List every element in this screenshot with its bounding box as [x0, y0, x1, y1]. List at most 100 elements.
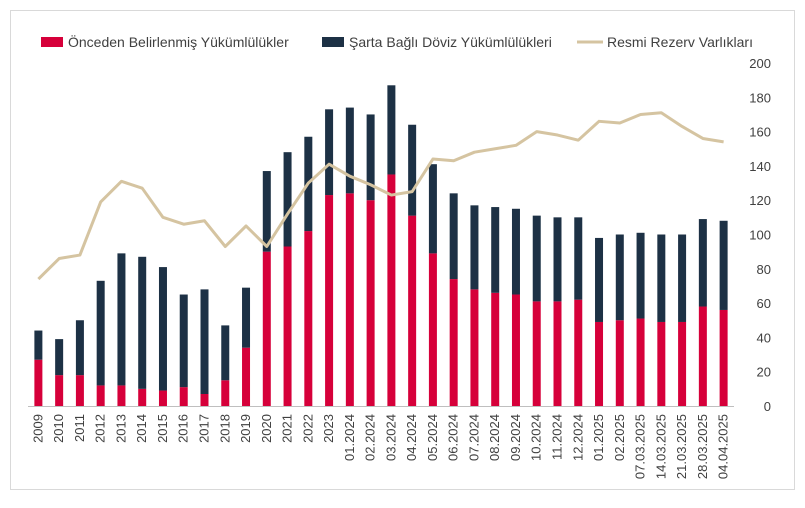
bar-predetermined-14 — [325, 195, 334, 406]
x-tick-label: 21.03.2025 — [674, 414, 689, 479]
y-tick-label: 20 — [757, 365, 771, 380]
legend-swatch-contingent — [322, 37, 344, 47]
bar-predetermined-0 — [34, 359, 43, 406]
bar-predetermined-6 — [158, 390, 167, 406]
y-tick-label: 200 — [749, 56, 771, 71]
bar-predetermined-25 — [553, 301, 562, 406]
bar-contingent-20 — [449, 193, 458, 280]
bar-contingent-33 — [719, 220, 728, 310]
bar-predetermined-2 — [75, 375, 84, 406]
y-axis-ticks: 0 20 40 60 80 100 120 140 160 180 200 — [749, 56, 771, 414]
x-tick-label: 09.2024 — [508, 414, 523, 461]
y-tick-label: 40 — [757, 330, 771, 345]
bar-contingent-23 — [511, 208, 520, 295]
x-tick-label: 01.2025 — [591, 414, 606, 461]
bar-predetermined-3 — [96, 385, 105, 406]
legend-label-contingent: Şarta Bağlı Döviz Yükümlülükleri — [349, 34, 552, 50]
bar-contingent-31 — [678, 234, 687, 322]
x-tick-label: 04.2024 — [404, 414, 419, 461]
bar-predetermined-21 — [470, 289, 479, 406]
bar-contingent-0 — [34, 330, 43, 360]
y-tick-label: 180 — [749, 90, 771, 105]
bars-group — [34, 85, 728, 406]
bar-contingent-4 — [117, 253, 126, 386]
bar-contingent-32 — [698, 219, 707, 307]
x-tick-label: 10.2024 — [529, 414, 544, 461]
bar-contingent-24 — [532, 215, 541, 302]
y-tick-label: 0 — [764, 399, 771, 414]
x-tick-label: 02.2024 — [363, 414, 378, 461]
bar-predetermined-22 — [491, 292, 500, 406]
bar-contingent-17 — [387, 85, 396, 175]
x-tick-label: 2013 — [113, 414, 128, 443]
legend-swatch-predetermined — [41, 37, 63, 47]
x-tick-label: 2015 — [155, 414, 170, 443]
x-tick-label: 2019 — [238, 414, 253, 443]
bar-contingent-26 — [574, 217, 583, 300]
bar-contingent-22 — [491, 207, 500, 293]
bar-predetermined-27 — [595, 321, 604, 406]
bar-predetermined-19 — [428, 253, 437, 406]
bar-predetermined-8 — [200, 393, 209, 406]
x-tick-label: 2014 — [134, 414, 149, 443]
bar-contingent-1 — [55, 339, 64, 376]
bar-contingent-2 — [75, 320, 84, 376]
bar-predetermined-11 — [262, 251, 271, 406]
bar-predetermined-7 — [179, 387, 188, 406]
bar-contingent-30 — [657, 234, 666, 322]
x-tick-label: 14.03.2025 — [653, 414, 668, 479]
bar-contingent-21 — [470, 205, 479, 290]
y-tick-label: 160 — [749, 125, 771, 140]
bar-contingent-18 — [408, 124, 417, 216]
bar-predetermined-31 — [678, 321, 687, 406]
x-tick-label: 2020 — [259, 414, 274, 443]
bar-contingent-10 — [242, 287, 251, 348]
x-tick-label: 08.2024 — [487, 414, 502, 461]
x-tick-label: 2018 — [217, 414, 232, 443]
x-axis-ticks: 2009 2010 2011 2012 2013 2014 2015 2016 2017 2018… — [30, 414, 730, 479]
bar-predetermined-29 — [636, 318, 645, 406]
reserves-line — [37, 111, 724, 281]
x-tick-label: 2023 — [321, 414, 336, 443]
legend-label-reserves: Resmi Rezerv Varlıkları — [607, 34, 753, 50]
bar-contingent-11 — [262, 171, 271, 252]
bar-predetermined-30 — [657, 321, 666, 406]
bar-predetermined-1 — [55, 375, 64, 406]
legend-label-predetermined: Önceden Belirlenmiş Yükümlülükler — [68, 33, 289, 50]
bar-predetermined-28 — [615, 320, 624, 406]
bar-predetermined-12 — [283, 246, 292, 406]
x-tick-label: 12.2024 — [570, 414, 585, 461]
x-tick-label: 2017 — [197, 414, 212, 443]
y-tick-label: 60 — [757, 296, 771, 311]
bar-predetermined-9 — [221, 380, 230, 406]
bar-predetermined-5 — [138, 388, 147, 406]
x-tick-label: 2021 — [280, 414, 295, 443]
bar-predetermined-13 — [304, 231, 313, 406]
y-tick-label: 120 — [749, 193, 771, 208]
y-tick-label: 140 — [749, 159, 771, 174]
bar-predetermined-20 — [449, 279, 458, 406]
x-tick-label: 2012 — [93, 414, 108, 443]
bar-contingent-28 — [615, 234, 624, 321]
x-tick-label: 04.04.2025 — [716, 414, 731, 479]
bar-predetermined-4 — [117, 385, 126, 406]
bar-predetermined-32 — [698, 306, 707, 406]
x-tick-label: 05.2024 — [425, 414, 440, 461]
x-tick-label: 06.2024 — [446, 414, 461, 461]
bar-predetermined-33 — [719, 309, 728, 406]
bar-contingent-15 — [345, 107, 354, 194]
x-tick-label: 2010 — [51, 414, 66, 443]
bar-contingent-9 — [221, 325, 230, 381]
bar-predetermined-16 — [366, 200, 375, 406]
x-tick-label: 28.03.2025 — [695, 414, 710, 479]
bar-contingent-5 — [138, 256, 147, 389]
bar-contingent-7 — [179, 294, 188, 388]
bar-contingent-29 — [636, 232, 645, 319]
bar-predetermined-18 — [408, 215, 417, 406]
bar-contingent-12 — [283, 152, 292, 247]
x-tick-label: 07.2024 — [466, 414, 481, 461]
x-tick-label: 2009 — [30, 414, 45, 443]
bar-contingent-25 — [553, 217, 562, 302]
bar-contingent-19 — [428, 164, 437, 254]
bar-contingent-6 — [158, 267, 167, 391]
